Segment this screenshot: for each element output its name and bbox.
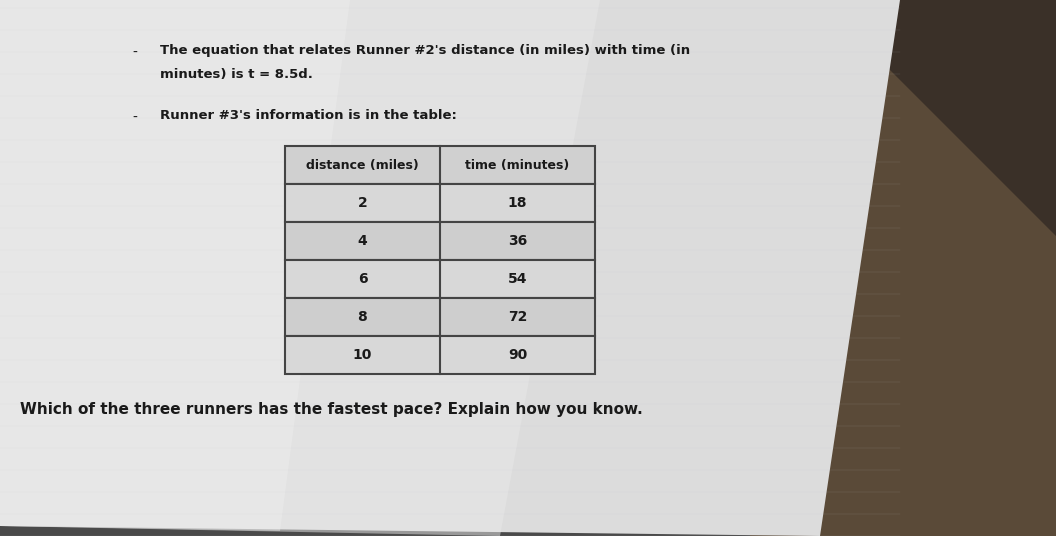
- Text: 2: 2: [358, 196, 367, 210]
- Text: 36: 36: [508, 234, 527, 248]
- Bar: [285, 222, 595, 260]
- Text: -: -: [133, 46, 137, 60]
- Text: minutes) is t = 8.5d.: minutes) is t = 8.5d.: [161, 68, 313, 81]
- Polygon shape: [0, 0, 900, 536]
- Text: 54: 54: [508, 272, 527, 286]
- Bar: [285, 336, 595, 374]
- Bar: [285, 146, 595, 184]
- Text: 72: 72: [508, 310, 527, 324]
- Bar: [285, 298, 595, 336]
- Polygon shape: [0, 0, 600, 536]
- Polygon shape: [821, 0, 1056, 236]
- Text: The equation that relates Runner #2's distance (in miles) with time (in: The equation that relates Runner #2's di…: [161, 44, 691, 57]
- Text: distance (miles): distance (miles): [306, 159, 419, 172]
- Text: Which of the three runners has the fastest pace? Explain how you know.: Which of the three runners has the faste…: [20, 402, 643, 417]
- Text: 8: 8: [358, 310, 367, 324]
- Polygon shape: [700, 0, 1056, 536]
- Text: 18: 18: [508, 196, 527, 210]
- Text: time (minutes): time (minutes): [466, 159, 569, 172]
- Text: -: -: [133, 111, 137, 125]
- Text: 10: 10: [353, 348, 372, 362]
- Text: 90: 90: [508, 348, 527, 362]
- Text: Runner #3's information is in the table:: Runner #3's information is in the table:: [161, 109, 457, 122]
- Bar: [285, 184, 595, 222]
- Text: 4: 4: [358, 234, 367, 248]
- Bar: [285, 260, 595, 298]
- Polygon shape: [0, 0, 350, 531]
- Text: 6: 6: [358, 272, 367, 286]
